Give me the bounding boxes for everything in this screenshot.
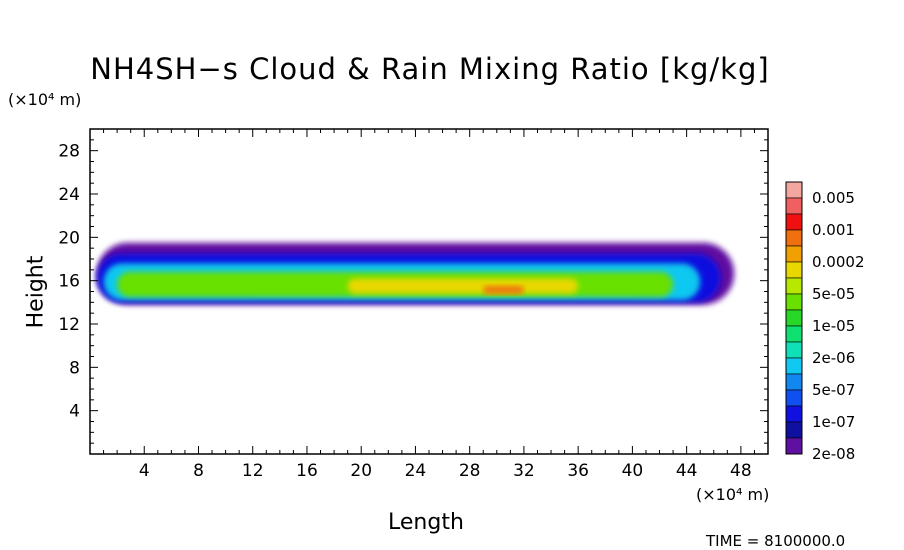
x-tick-label: 48 bbox=[730, 461, 752, 481]
x-tick-label: 44 bbox=[676, 461, 698, 481]
colorbar: 0.005 0.001 0.0002 5e-05 1e-05 2e-06 5e-07 1e-0… bbox=[785, 181, 865, 463]
y-tick-label: 12 bbox=[58, 315, 80, 335]
colorbar-label: 5e-07 bbox=[812, 381, 855, 399]
colorbar-swatch bbox=[785, 293, 803, 311]
colorbar-swatch bbox=[785, 261, 803, 279]
cloud-field bbox=[96, 242, 735, 305]
y-tick-label: 20 bbox=[58, 228, 80, 248]
y-axis-unit: (×10⁴ m) bbox=[8, 90, 82, 109]
colorbar-swatch bbox=[785, 277, 803, 295]
y-tick-label: 4 bbox=[69, 402, 80, 422]
x-axis-label: Length bbox=[388, 510, 464, 535]
chart-title: NH4SH−s Cloud & Rain Mixing Ratio [kg/kg… bbox=[90, 52, 770, 86]
x-tick-label: 28 bbox=[459, 461, 481, 481]
colorbar-swatch bbox=[785, 213, 803, 231]
x-tick-label: 36 bbox=[567, 461, 589, 481]
x-tick-label: 32 bbox=[513, 461, 535, 481]
colorbar-swatch bbox=[785, 245, 803, 263]
colorbar-label: 0.0002 bbox=[812, 253, 865, 271]
colorbar-swatch bbox=[785, 421, 803, 439]
y-tick-label: 16 bbox=[58, 272, 80, 292]
y-tick-label: 28 bbox=[58, 142, 80, 162]
colorbar-swatch bbox=[785, 229, 803, 247]
colorbar-swatch bbox=[785, 373, 803, 391]
colorbar-label: 5e-05 bbox=[812, 285, 855, 303]
colorbar-label: 1e-05 bbox=[812, 317, 855, 335]
x-tick-label: 12 bbox=[242, 461, 264, 481]
colorbar-swatch bbox=[785, 357, 803, 375]
colorbar-frame bbox=[785, 181, 803, 455]
x-tick-label: 4 bbox=[139, 461, 150, 481]
colorbar-label: 2e-06 bbox=[812, 349, 855, 367]
x-tick-label: 16 bbox=[296, 461, 318, 481]
x-axis-unit: (×10⁴ m) bbox=[696, 485, 770, 504]
colorbar-label: 1e-07 bbox=[812, 413, 855, 431]
colorbar-swatch bbox=[785, 197, 803, 215]
x-tick-label: 24 bbox=[405, 461, 427, 481]
colorbar-swatch bbox=[785, 437, 803, 455]
x-tick-label: 20 bbox=[350, 461, 372, 481]
colorbar-swatch bbox=[785, 405, 803, 423]
colorbar-label: 2e-08 bbox=[812, 445, 855, 463]
cloud-layer-4 bbox=[347, 278, 579, 294]
colorbar-swatch bbox=[785, 389, 803, 407]
colorbar-label: 0.001 bbox=[812, 221, 855, 239]
colorbar-swatch bbox=[785, 181, 803, 199]
y-tick-label: 24 bbox=[58, 185, 80, 205]
cloud-layer-5 bbox=[483, 286, 524, 294]
x-tick-label: 40 bbox=[622, 461, 644, 481]
colorbar-label: 0.005 bbox=[812, 189, 855, 207]
x-tick-label: 8 bbox=[193, 461, 204, 481]
colorbar-swatch bbox=[785, 341, 803, 359]
colorbar-swatch bbox=[785, 309, 803, 327]
colorbar-swatch bbox=[785, 325, 803, 343]
y-tick-label: 8 bbox=[69, 358, 80, 378]
